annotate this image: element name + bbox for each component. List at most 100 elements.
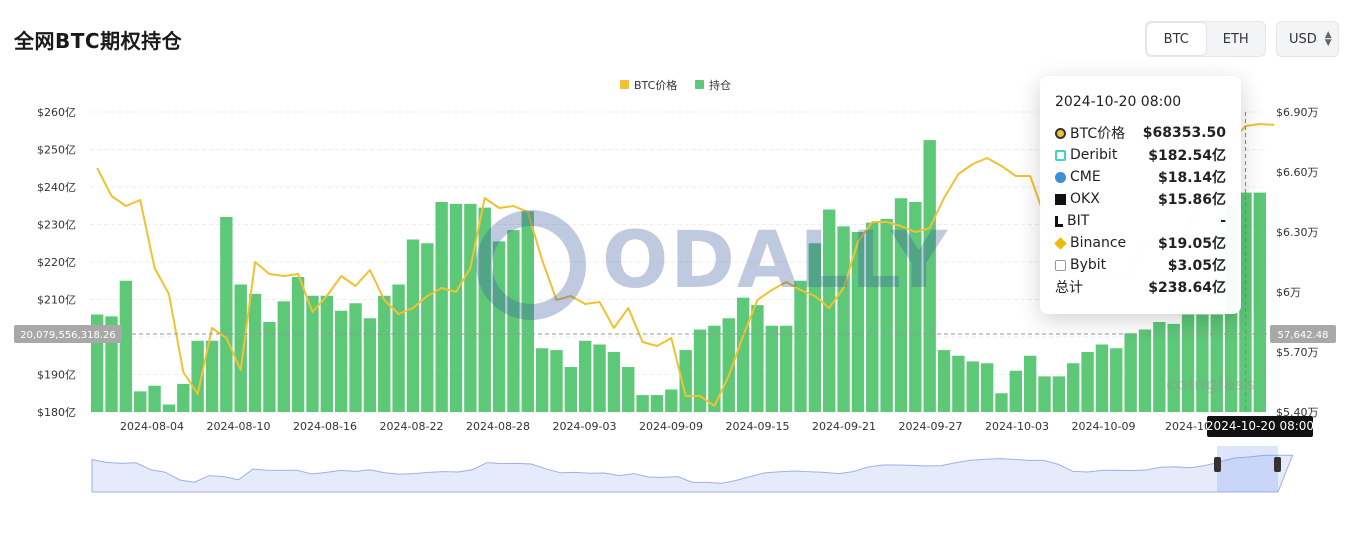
open-interest-bar[interactable] [823, 209, 836, 413]
open-interest-bar[interactable] [378, 295, 391, 412]
open-interest-bar[interactable] [765, 325, 778, 412]
open-interest-bar[interactable] [435, 202, 448, 412]
open-interest-bar[interactable] [751, 305, 764, 412]
open-interest-bar[interactable] [248, 293, 262, 412]
open-interest-bar[interactable] [148, 385, 161, 412]
circle-gold-icon [1055, 127, 1066, 139]
navigator-handle-right[interactable] [1274, 457, 1281, 472]
open-interest-bar[interactable] [1067, 363, 1080, 412]
open-interest-bar[interactable] [349, 303, 362, 412]
open-interest-bar[interactable] [177, 383, 190, 412]
watermark-ring-icon [476, 210, 586, 320]
open-interest-bar[interactable] [392, 284, 405, 413]
crosshair-left-label: 20,079,556,318.26 [20, 330, 115, 341]
open-interest-bar[interactable] [851, 232, 865, 412]
open-interest-bar[interactable] [622, 367, 635, 412]
open-interest-bar[interactable] [550, 350, 563, 412]
toggle-btc-button[interactable]: BTC [1147, 23, 1206, 55]
open-interest-bar[interactable] [1081, 352, 1094, 412]
open-interest-bar[interactable] [119, 280, 133, 412]
open-interest-bar[interactable] [995, 393, 1008, 412]
open-interest-bar[interactable] [708, 325, 721, 412]
open-interest-bar[interactable] [1181, 314, 1195, 413]
currency-value: USD [1289, 31, 1317, 47]
coinglass-watermark: coinglass [1166, 375, 1256, 395]
open-interest-bar[interactable] [1210, 314, 1223, 413]
open-interest-bar[interactable] [1038, 376, 1051, 412]
tooltip-row-bit: BIT - [1055, 210, 1226, 232]
open-interest-bar[interactable] [421, 243, 434, 412]
open-interest-bar[interactable] [1110, 348, 1123, 412]
open-interest-bar[interactable] [134, 391, 147, 412]
open-interest-bar[interactable] [794, 280, 807, 412]
open-interest-bar[interactable] [205, 340, 219, 412]
navigator-selection[interactable] [1217, 446, 1278, 492]
open-interest-bar[interactable] [162, 404, 176, 413]
open-interest-bar[interactable] [909, 202, 922, 412]
legend-price-swatch[interactable] [620, 80, 629, 89]
open-interest-bar[interactable] [1052, 376, 1066, 412]
open-interest-bar[interactable] [808, 243, 822, 412]
open-interest-bar[interactable] [1253, 192, 1266, 412]
toggle-eth-button[interactable]: ETH [1222, 31, 1249, 47]
x-tick-label: 2024-08-16 [293, 420, 357, 433]
open-interest-bar[interactable] [736, 297, 750, 412]
x-tick-label: 2024-09-09 [639, 420, 703, 433]
open-interest-bar[interactable] [880, 218, 893, 412]
legend-oi-swatch[interactable] [695, 80, 704, 89]
open-interest-bar[interactable] [837, 226, 850, 412]
bit-icon [1055, 215, 1063, 227]
open-interest-bar[interactable] [1138, 329, 1152, 413]
open-interest-bar[interactable] [650, 395, 664, 412]
open-interest-bar[interactable] [234, 284, 247, 413]
open-interest-bar[interactable] [894, 198, 908, 412]
open-interest-bar[interactable] [579, 340, 592, 412]
open-interest-bar[interactable] [564, 367, 578, 412]
chart-tooltip: 2024-10-20 08:00 BTC价格 $68353.50 Deribit… [1040, 76, 1241, 314]
open-interest-bar[interactable] [1095, 344, 1109, 413]
open-interest-bar[interactable] [722, 318, 735, 412]
open-interest-bar[interactable] [1124, 333, 1137, 412]
y-left-tick-label: $230亿 [37, 219, 76, 232]
open-interest-bar[interactable] [636, 395, 649, 412]
open-interest-bar[interactable] [191, 340, 204, 412]
open-interest-bar[interactable] [406, 239, 420, 413]
open-interest-bar[interactable] [1153, 322, 1166, 412]
y-right-tick-label: $5.70万 [1276, 346, 1319, 359]
open-interest-bar[interactable] [464, 203, 477, 412]
y-left-tick-label: $240亿 [37, 181, 76, 194]
x-tick-label: 2024-09-15 [726, 420, 790, 433]
open-interest-bar[interactable] [1023, 355, 1037, 412]
open-interest-bar[interactable] [277, 301, 290, 412]
tooltip-row-total: 总计 $238.64亿 [1055, 280, 1226, 296]
tooltip-row-btc-price: BTC价格 $68353.50 [1055, 122, 1226, 144]
open-interest-bar[interactable] [335, 310, 348, 412]
open-interest-bar[interactable] [535, 348, 549, 412]
open-interest-bar[interactable] [449, 203, 463, 412]
y-left-tick-label: $210亿 [37, 294, 76, 307]
currency-select[interactable]: USD ▲ ▼ [1276, 21, 1339, 57]
open-interest-bar[interactable] [779, 325, 793, 412]
tooltip-row-binance: Binance $19.05亿 [1054, 232, 1226, 254]
open-interest-bar[interactable] [966, 361, 979, 412]
open-interest-bar[interactable] [263, 322, 276, 412]
open-interest-bar[interactable] [1009, 370, 1022, 412]
open-interest-bar[interactable] [980, 363, 994, 412]
open-interest-bar[interactable] [1167, 323, 1180, 412]
open-interest-bar[interactable] [363, 318, 377, 412]
open-interest-bar[interactable] [220, 217, 233, 412]
open-interest-bar[interactable] [937, 350, 951, 412]
open-interest-bar[interactable] [1196, 314, 1209, 413]
navigator-handle-left[interactable] [1214, 457, 1221, 472]
open-interest-bar[interactable] [693, 329, 707, 413]
open-interest-bar[interactable] [665, 389, 678, 413]
open-interest-bar[interactable] [593, 344, 606, 413]
open-interest-bar[interactable] [320, 295, 334, 412]
tooltip-row-cme: CME $18.14亿 [1055, 166, 1226, 188]
open-interest-bar[interactable] [952, 355, 965, 412]
open-interest-bar[interactable] [291, 277, 305, 412]
open-interest-bar[interactable] [607, 352, 621, 412]
open-interest-bar[interactable] [866, 222, 879, 412]
open-interest-bar[interactable] [923, 140, 936, 412]
open-interest-bar[interactable] [306, 295, 319, 412]
